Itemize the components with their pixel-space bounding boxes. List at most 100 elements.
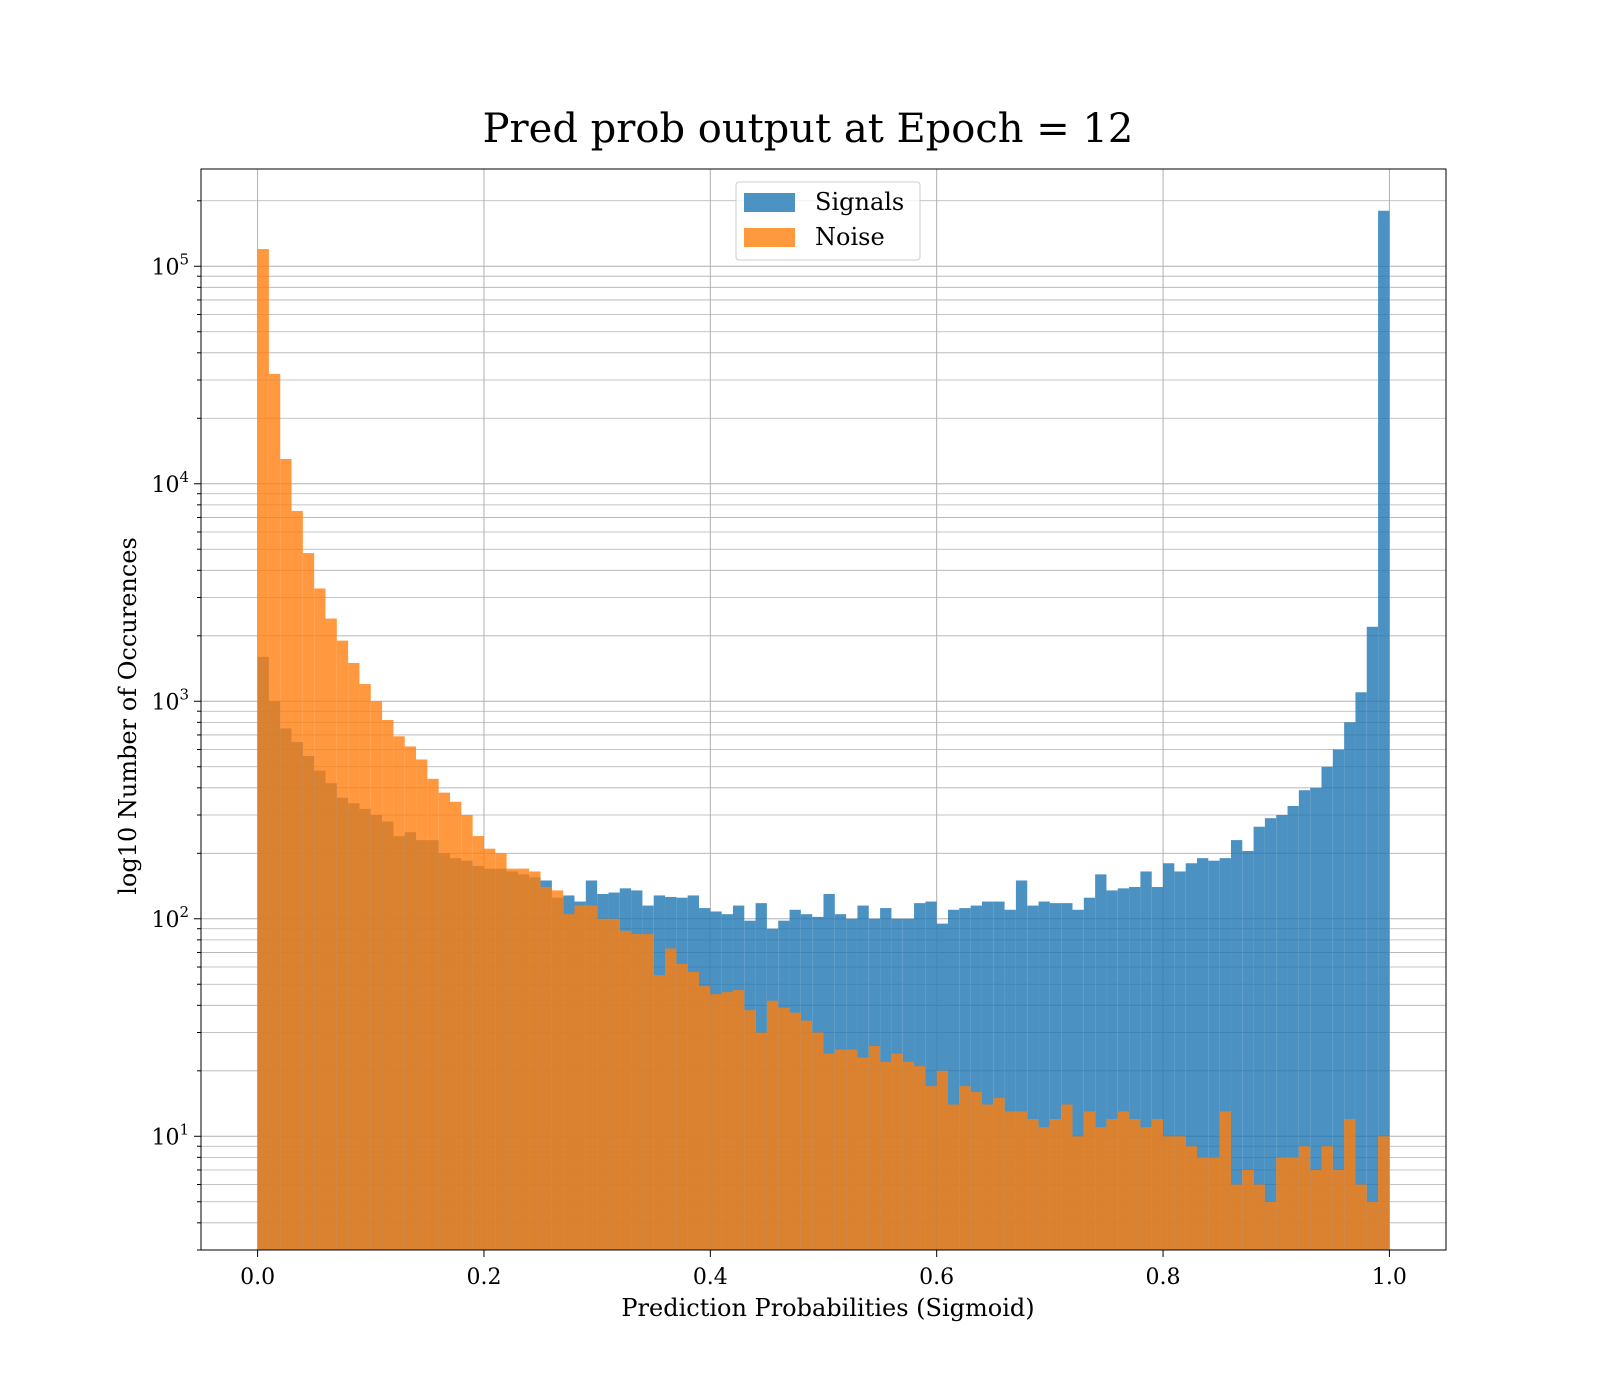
noise-bar (472, 836, 484, 1250)
signals-bar (981, 901, 994, 1250)
signals-bar (970, 905, 982, 1250)
signals-bar (1106, 890, 1118, 1250)
noise-bar (314, 588, 326, 1250)
noise-bar (404, 746, 417, 1250)
noise-bar (1321, 1146, 1333, 1250)
axes: 0.0 0.2 0.4 0.6 0.8 1.0 101 102 103 104 105 (151, 168, 1447, 1290)
signals-bar (1321, 766, 1333, 1250)
chart-title: Pred prob output at Epoch = 12 (483, 106, 1134, 152)
noise-bar (687, 971, 699, 1250)
noise-bar (1253, 1184, 1265, 1250)
noise-bar (789, 1012, 801, 1250)
signals-bar (1355, 692, 1367, 1250)
noise-bar (676, 963, 688, 1250)
noise-bar (393, 736, 405, 1250)
noise-bar (1004, 1111, 1016, 1250)
signals-bar (1344, 722, 1356, 1250)
noise-bar (1015, 1111, 1028, 1250)
noise-bar (631, 934, 643, 1250)
noise-bar (540, 886, 552, 1250)
noise-bar (574, 905, 586, 1250)
noise-bar (268, 373, 281, 1250)
noise-bar (608, 918, 620, 1250)
legend-swatch-noise (744, 228, 795, 247)
noise-bar (1355, 1184, 1367, 1250)
noise-bar (1332, 1169, 1345, 1250)
noise-bar (642, 934, 654, 1250)
noise-bar (880, 1061, 892, 1250)
signals-bar (1298, 790, 1311, 1250)
noise-bar (483, 848, 496, 1250)
signals-bar (1129, 886, 1141, 1250)
noise-bar (506, 868, 518, 1250)
noise-bar (891, 1053, 903, 1250)
noise-bar (1083, 1111, 1096, 1250)
noise-bar (1129, 1119, 1141, 1250)
y-tick-label: 105 (151, 250, 189, 280)
noise-bar (1106, 1119, 1118, 1250)
signals-bar (1287, 805, 1299, 1250)
signals-bar (1004, 909, 1016, 1250)
noise-bar (1197, 1157, 1209, 1250)
x-tick-label: 0.8 (1146, 1265, 1181, 1290)
signals-bar (1163, 863, 1175, 1250)
noise-bar (427, 778, 439, 1250)
noise-bar (302, 553, 315, 1250)
signals-bar (1174, 871, 1186, 1250)
noise-bar (834, 1049, 847, 1250)
noise-bar (846, 1049, 858, 1250)
noise-bar (359, 684, 371, 1250)
noise-bar (1310, 1169, 1322, 1250)
signals-bar (1151, 886, 1164, 1250)
legend-label-signals: Signals (815, 188, 904, 216)
x-tick-label: 0.4 (693, 1265, 728, 1290)
noise-bar (755, 1032, 767, 1250)
noise-bar (1378, 1136, 1390, 1250)
y-axis-label: log10 Number of Occurences (114, 537, 142, 895)
noise-bar (1287, 1157, 1299, 1250)
noise-bar (1230, 1184, 1243, 1250)
noise-bar (1049, 1119, 1062, 1250)
y-tick-label: 103 (151, 685, 189, 715)
noise-bar (959, 1086, 971, 1250)
signals-bar (1061, 903, 1073, 1250)
signals-bar (1378, 210, 1390, 1251)
signals-bar (1332, 749, 1345, 1250)
noise-bar (1072, 1136, 1084, 1250)
x-tick-label: 1.0 (1372, 1265, 1407, 1290)
noise-bar (619, 930, 632, 1250)
signals-bar (959, 908, 971, 1250)
x-tick-label: 0.0 (240, 1265, 275, 1290)
signals-bar (1197, 858, 1209, 1250)
noise-bar (744, 1010, 756, 1250)
noise-bar (1163, 1136, 1175, 1250)
x-tick-label: 0.6 (919, 1265, 954, 1290)
noise-bar (336, 640, 349, 1250)
noise-bar (585, 905, 598, 1250)
noise-bar (348, 662, 360, 1250)
noise-bar (529, 871, 541, 1250)
y-tick-label: 104 (151, 468, 189, 498)
noise-bar (1027, 1119, 1039, 1250)
noise-bar (382, 720, 394, 1250)
noise-bar (1276, 1157, 1288, 1250)
noise-bar (766, 1000, 779, 1250)
noise-bar (981, 1104, 994, 1250)
signals-bar (1140, 871, 1152, 1250)
noise-bar (1117, 1111, 1130, 1250)
noise-bar (416, 759, 428, 1250)
signals-bar (1366, 626, 1379, 1250)
plot-frame (200, 168, 1447, 1251)
noise-bars (257, 249, 1390, 1251)
noise-bar (257, 249, 269, 1251)
noise-bar (732, 990, 745, 1250)
noise-bar (1140, 1127, 1152, 1250)
signals-bar (1049, 903, 1062, 1250)
noise-bar (1242, 1169, 1254, 1250)
legend-label-noise: Noise (815, 223, 885, 251)
noise-bar (1095, 1127, 1107, 1250)
noise-bar (721, 992, 733, 1250)
signals-bar (1230, 840, 1243, 1250)
signals-bar (1095, 874, 1107, 1250)
noise-bar (461, 814, 473, 1250)
